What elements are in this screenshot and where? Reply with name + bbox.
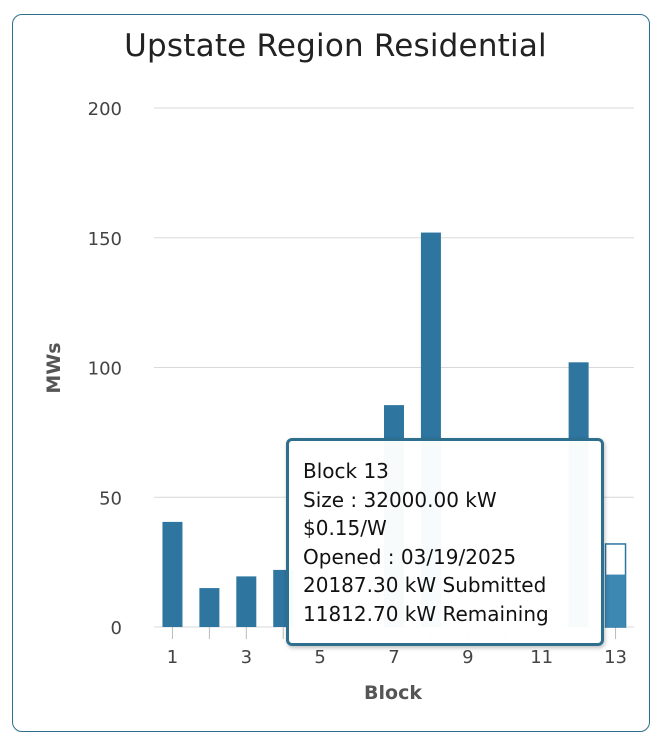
y-tick-label: 100 [88, 359, 122, 380]
submitted-bar [605, 574, 626, 627]
tooltip-size: Size : 32000.00 kW [303, 487, 497, 512]
x-tick-label: 5 [314, 647, 325, 668]
block-tooltip: Block 13 Size : 32000.00 kW $0.15/W Open… [286, 438, 604, 646]
y-tick-label: 150 [88, 229, 122, 250]
x-tick-label: 13 [604, 647, 627, 668]
bar [236, 576, 257, 627]
y-tick-label: 0 [111, 618, 122, 639]
tooltip-submitted: 20187.30 kW Submitted [303, 573, 547, 597]
y-axis-title: MWs [43, 342, 65, 393]
x-axis-title: Block [364, 682, 422, 704]
x-tick-label: 9 [462, 647, 473, 668]
bar [199, 588, 220, 627]
x-tick-label: 3 [241, 647, 252, 668]
tooltip-opened: Opened : 03/19/2025 [303, 544, 517, 569]
tooltip-block: Block 13 [303, 459, 389, 483]
x-tick-label: 1 [167, 647, 178, 668]
y-tick-label: 50 [99, 488, 122, 509]
tooltip-price: $0.15/W [303, 516, 387, 540]
x-tick-label: 11 [530, 647, 553, 668]
y-tick-label: 200 [88, 99, 122, 120]
x-tick-label: 7 [388, 647, 399, 668]
tooltip-remaining: 11812.70 kW Remaining [303, 601, 549, 626]
bar [162, 521, 183, 627]
chart-title: Upstate Region Residential [124, 28, 547, 64]
